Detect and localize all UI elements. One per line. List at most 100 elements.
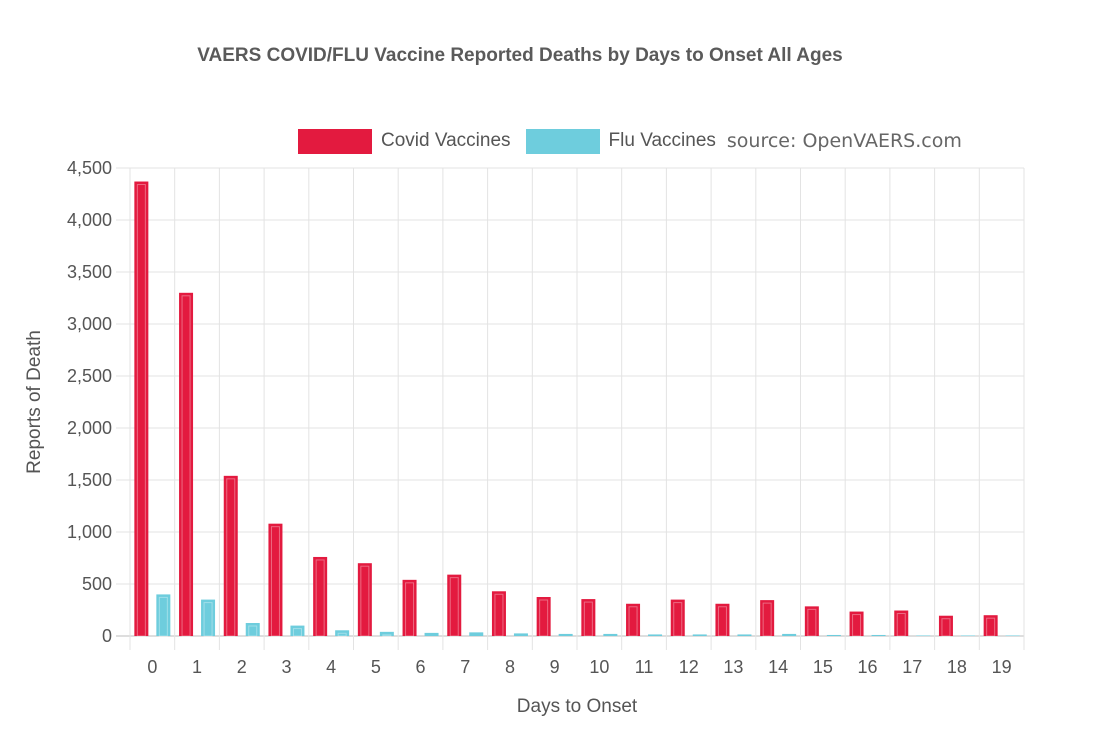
- source-note: source: OpenVAERS.com: [726, 130, 962, 152]
- bar-covid: [715, 603, 730, 636]
- x-tick-label: 16: [858, 657, 878, 677]
- bar-covid: [179, 292, 194, 636]
- x-tick-label: 13: [723, 657, 743, 677]
- bar-covid-highlight: [852, 614, 862, 637]
- bar-flu: [424, 632, 439, 636]
- x-axis-label: Days to Onset: [517, 696, 638, 717]
- y-tick-label: 2,000: [67, 418, 112, 438]
- bar-covid: [849, 611, 864, 636]
- bar-covid: [670, 599, 685, 636]
- y-tick-label: 4,000: [67, 210, 112, 230]
- bar-covid-highlight: [405, 582, 415, 637]
- bar-covid: [313, 556, 328, 636]
- legend-item-covid[interactable]: Covid Vaccines: [298, 128, 511, 154]
- bar-flu: [335, 630, 350, 636]
- bar-flu: [513, 633, 528, 636]
- bar-covid: [402, 579, 417, 636]
- x-tick-label: 5: [371, 657, 381, 677]
- y-tick-label: 0: [102, 626, 112, 646]
- x-tick-label: 14: [768, 657, 788, 677]
- y-tick-label: 3,500: [67, 262, 112, 282]
- bar-covid-highlight: [181, 295, 191, 637]
- bar-covid: [626, 603, 641, 636]
- bar-flu: [737, 634, 752, 636]
- bar-covid-highlight: [762, 602, 772, 637]
- bar-covid: [938, 615, 953, 636]
- bar-covid-highlight: [539, 599, 549, 637]
- x-tick-label: 9: [550, 657, 560, 677]
- x-tick-label: 3: [281, 657, 291, 677]
- x-tick-label: 12: [679, 657, 699, 677]
- bar-covid: [268, 523, 283, 636]
- x-tick-label: 0: [147, 657, 157, 677]
- bar-covid-highlight: [807, 608, 817, 637]
- y-tick-label: 2,500: [67, 366, 112, 386]
- bar-flu: [201, 599, 216, 636]
- y-tick-label: 3,000: [67, 314, 112, 334]
- y-tick-label: 1,000: [67, 522, 112, 542]
- y-tick-label: 4,500: [67, 158, 112, 178]
- x-tick-label: 11: [635, 657, 654, 677]
- bar-flu-highlight: [203, 602, 213, 637]
- bar-flu: [558, 633, 573, 636]
- legend-label-flu: Flu Vaccines: [608, 130, 716, 151]
- bar-covid: [223, 475, 238, 636]
- bar-flu: [916, 635, 931, 636]
- bar-flu-highlight: [337, 632, 347, 637]
- x-tick-label: 2: [237, 657, 247, 677]
- bar-covid: [983, 615, 998, 636]
- bar-covid-highlight: [986, 617, 996, 637]
- bar-flu-highlight: [248, 625, 258, 637]
- bar-flu: [603, 633, 618, 636]
- x-tick-label: 15: [813, 657, 833, 677]
- legend: Covid Vaccines Flu Vaccines source: Open…: [298, 126, 962, 156]
- bar-covid-highlight: [360, 565, 370, 637]
- bar-covid-highlight: [315, 559, 325, 637]
- legend-label-covid: Covid Vaccines: [381, 130, 511, 151]
- x-tick-label: 10: [589, 657, 609, 677]
- bar-flu: [469, 632, 484, 636]
- legend-swatch-flu: [525, 128, 600, 154]
- y-tick-label: 1,500: [67, 470, 112, 490]
- bar-covid: [760, 600, 775, 636]
- bar-flu-highlight: [292, 628, 302, 637]
- bar-flu: [156, 594, 171, 636]
- x-tick-label: 7: [460, 657, 470, 677]
- x-tick-label: 1: [192, 657, 202, 677]
- bar-covid-highlight: [449, 577, 459, 637]
- y-axis-label: Reports of Death: [24, 330, 45, 474]
- bar-covid-highlight: [896, 613, 906, 637]
- chart-title: VAERS COVID/FLU Vaccine Reported Deaths …: [197, 45, 843, 66]
- bar-flu: [290, 625, 305, 636]
- bar-flu: [826, 634, 841, 636]
- bar-covid: [357, 563, 372, 636]
- bar-covid-highlight: [583, 601, 593, 637]
- x-tick-label: 17: [902, 657, 922, 677]
- x-tick-label: 8: [505, 657, 515, 677]
- x-tick-label: 4: [326, 657, 336, 677]
- legend-item-flu[interactable]: Flu Vaccines: [525, 128, 716, 154]
- legend-swatch-covid: [298, 128, 372, 154]
- bar-covid: [804, 606, 819, 636]
- bar-covid: [491, 591, 506, 636]
- bar-flu: [245, 623, 260, 636]
- bar-flu: [1005, 635, 1020, 636]
- bar-flu: [782, 633, 797, 636]
- bar-flu: [379, 631, 394, 636]
- x-tick-label: 19: [992, 657, 1012, 677]
- bar-covid: [536, 597, 551, 636]
- bar-flu: [960, 635, 975, 636]
- bar-flu-highlight: [382, 634, 392, 637]
- bar-covid-highlight: [136, 184, 146, 637]
- bar-covid: [894, 610, 909, 636]
- bar-covid-highlight: [226, 478, 236, 637]
- bar-covid: [134, 181, 149, 636]
- bar-covid-highlight: [941, 618, 951, 637]
- bar-flu: [648, 634, 663, 636]
- bar-covid-highlight: [628, 606, 638, 637]
- bar-covid-highlight: [717, 606, 727, 637]
- bar-covid-highlight: [673, 602, 683, 637]
- bar-covid-highlight: [494, 593, 504, 637]
- bar-flu: [692, 634, 707, 636]
